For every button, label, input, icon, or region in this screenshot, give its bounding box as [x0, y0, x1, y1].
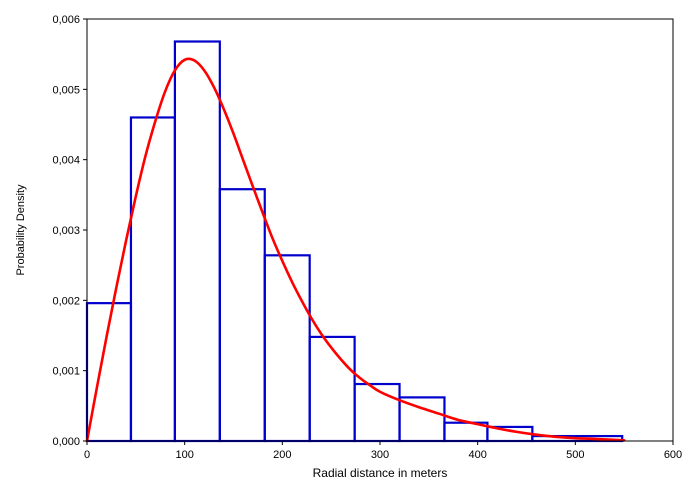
histogram-bar — [263, 254, 311, 443]
x-tick-label: 100 — [175, 449, 193, 461]
fitted-density-curve — [85, 57, 626, 443]
x-tick-label: 0 — [84, 449, 90, 461]
histogram-bars — [85, 40, 624, 443]
histogram-bar — [308, 335, 356, 443]
x-tick-label: 200 — [273, 449, 291, 461]
fitted-curve-layer — [85, 57, 626, 443]
y-tick-label: 0,005 — [52, 84, 80, 96]
x-axis-title: Radial distance in meters — [313, 466, 448, 480]
x-tick-label: 500 — [566, 449, 584, 461]
y-tick-label: 0,001 — [52, 366, 80, 378]
y-tick-label: 0,002 — [52, 295, 80, 307]
x-tick-label: 600 — [664, 449, 682, 461]
y-tick-label: 0,006 — [52, 14, 80, 26]
histogram-bar — [218, 188, 266, 443]
x-axis-ticks: 0 100 200 300 400 500 600 — [84, 441, 682, 461]
x-tick-label: 300 — [371, 449, 389, 461]
y-tick-label: 0,000 — [52, 436, 80, 448]
y-tick-label: 0,003 — [52, 225, 80, 237]
histogram-bar — [353, 382, 401, 443]
y-axis-title: Probability Density — [15, 184, 27, 276]
histogram-bar — [173, 40, 221, 443]
y-tick-label: 0,004 — [52, 155, 80, 167]
histogram-bar — [129, 116, 176, 443]
y-axis-ticks: 0,000 0,001 0,002 0,003 0,004 0,005 0,006 — [52, 14, 87, 448]
x-tick-label: 400 — [468, 449, 486, 461]
